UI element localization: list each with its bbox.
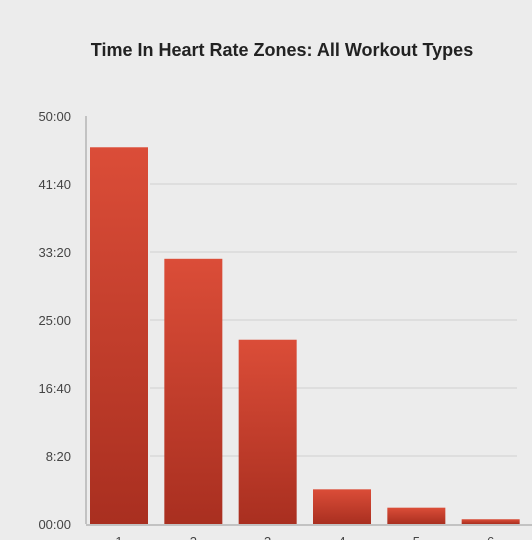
x-tick-label: 6: [487, 534, 494, 540]
y-tick-label: 41:40: [38, 177, 71, 192]
x-tick-label: 1: [115, 534, 122, 540]
bar-zone-2: [164, 258, 223, 524]
bar-zone-3: [238, 339, 297, 524]
x-axis-tick-labels: 1 2 3 4 5 6: [115, 534, 494, 540]
y-tick-label: 33:20: [38, 245, 71, 260]
x-tick-label: 5: [413, 534, 420, 540]
y-tick-label: 50:00: [38, 109, 71, 124]
y-tick-label: 8:20: [46, 449, 71, 464]
y-tick-label: 00:00: [38, 517, 71, 532]
y-tick-label: 16:40: [38, 381, 71, 396]
bar-zone-4: [313, 489, 371, 524]
chart-title: Time In Heart Rate Zones: All Workout Ty…: [90, 40, 474, 60]
x-tick-label: 3: [264, 534, 271, 540]
gridlines: [150, 183, 517, 457]
bars: [90, 147, 520, 524]
y-tick-label: 25:00: [38, 313, 71, 328]
bar-zone-5: [387, 507, 446, 524]
x-tick-label: 4: [338, 534, 345, 540]
axes: [85, 116, 532, 526]
bar-zone-1: [90, 147, 148, 524]
x-tick-label: 2: [190, 534, 197, 540]
y-axis-tick-labels: 00:00 8:20 16:40 25:00 33:20 41:40 50:00: [38, 109, 71, 532]
bar-zone-6: [461, 519, 520, 524]
